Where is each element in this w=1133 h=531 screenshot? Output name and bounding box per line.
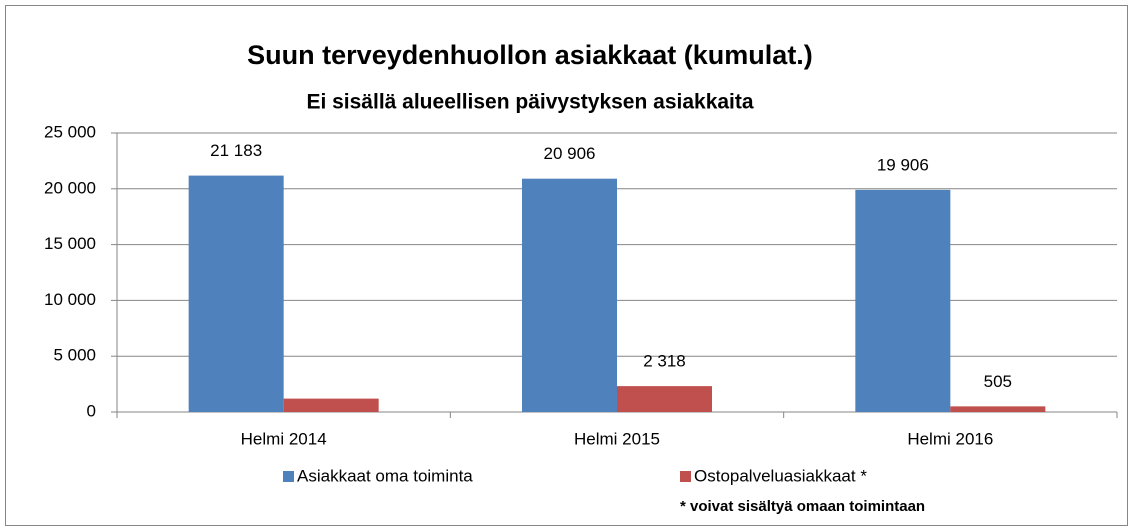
- data-label: 505: [984, 372, 1012, 391]
- chart-subtitle: Ei sisällä alueellisen päivystyksen asia…: [306, 91, 753, 114]
- legend-swatch: [283, 471, 294, 482]
- data-label: 20 906: [544, 144, 596, 163]
- bar: [522, 178, 617, 412]
- x-tick-label: Helmi 2015: [574, 429, 660, 448]
- footnote: * voivat sisältyä omaan toimintaan: [680, 498, 925, 515]
- data-label: 21 183: [210, 141, 262, 160]
- x-tick-label: Helmi 2016: [907, 429, 993, 448]
- y-tick-label: 25 000: [44, 122, 96, 141]
- bar: [617, 386, 712, 412]
- legend-swatch: [680, 471, 691, 482]
- chart-title: Suun terveydenhuollon asiakkaat (kumulat…: [247, 40, 813, 70]
- y-tick-label: 0: [87, 401, 96, 420]
- bar: [950, 406, 1046, 412]
- y-tick-label: 5 000: [53, 346, 96, 365]
- bar: [283, 398, 379, 412]
- y-tick-label: 20 000: [44, 178, 96, 197]
- y-tick-label: 15 000: [44, 234, 96, 253]
- x-tick-label: Helmi 2014: [241, 429, 327, 448]
- data-label: 2 318: [643, 352, 686, 371]
- legend-label: Ostopalveluasiakkaat *: [694, 466, 867, 485]
- bar: [188, 175, 284, 412]
- y-tick-label: 10 000: [44, 290, 96, 309]
- data-label: 19 906: [877, 155, 929, 174]
- bar: [855, 189, 951, 412]
- legend-label: Asiakkaat oma toiminta: [297, 466, 473, 485]
